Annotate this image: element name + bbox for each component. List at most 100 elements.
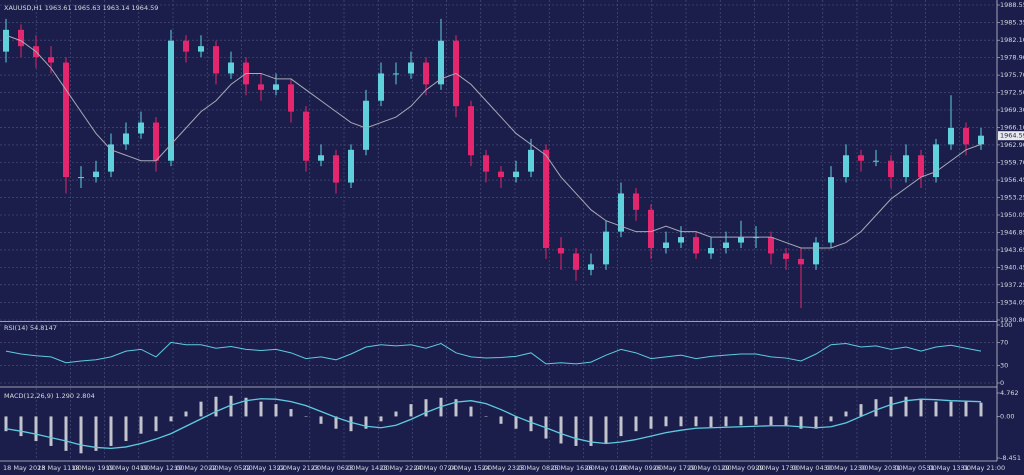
- y-tick-label: 0: [1000, 379, 1004, 387]
- candle-body: [798, 258, 804, 265]
- y-tick-label: 1959.70: [1000, 158, 1024, 166]
- x-tick-label: 19 May 12:00: [140, 464, 185, 472]
- macd-bar: [814, 416, 818, 429]
- panel-title: MACD(12,26,9) 1.290 2.804: [4, 392, 95, 400]
- candle-body: [573, 253, 579, 270]
- candle-body: [918, 155, 924, 178]
- moving-average: [5, 34, 982, 249]
- macd-bar: [919, 399, 923, 417]
- macd-bar: [364, 416, 368, 429]
- candle-body: [813, 242, 819, 265]
- macd-bar: [244, 397, 248, 417]
- candle-body: [513, 171, 519, 178]
- macd-bar: [199, 401, 203, 417]
- candle-body: [978, 135, 984, 145]
- y-tick-label: 1985.35: [1000, 18, 1024, 26]
- y-tick-label: 1975.70: [1000, 71, 1024, 79]
- candle-body: [183, 40, 189, 52]
- macd-bar: [724, 416, 728, 427]
- candle-body: [828, 177, 834, 243]
- macd-bar: [19, 416, 23, 437]
- macd-bar: [679, 416, 683, 427]
- macd-bar: [319, 416, 323, 424]
- signal-line: [5, 398, 982, 450]
- candle-body: [903, 155, 909, 178]
- candle-body: [303, 111, 309, 161]
- macd-bar: [529, 416, 533, 432]
- y-tick-label: 1940.45: [1000, 263, 1024, 271]
- macd-bar: [979, 402, 983, 417]
- candle-body: [783, 253, 789, 259]
- macd-bar: [484, 416, 488, 417]
- x-tick-label: 31 May 05:00: [892, 464, 937, 472]
- macd-bar: [859, 404, 863, 417]
- candle-body: [843, 155, 849, 178]
- candle-body: [333, 155, 339, 183]
- y-tick-label: -8.451: [1000, 454, 1021, 462]
- x-tick-label: 24 May 15:00: [448, 464, 493, 472]
- candle-body: [288, 84, 294, 112]
- candle-body: [63, 62, 69, 178]
- x-tick-label: 30 May 04:00: [790, 464, 835, 472]
- macd-bar: [259, 401, 263, 417]
- macd-bar: [949, 401, 953, 417]
- macd-bar: [79, 416, 83, 454]
- x-tick-label: 22 May 21:00: [277, 464, 322, 472]
- y-tick-label: 70: [1000, 338, 1008, 346]
- macd-bar: [559, 416, 563, 444]
- x-tick-label: 18 May 11:00: [37, 464, 82, 472]
- candle-body: [603, 231, 609, 265]
- indicator-line: [5, 341, 982, 365]
- macd-bar: [934, 401, 938, 417]
- candle-body: [423, 62, 429, 85]
- candle-body: [963, 128, 969, 145]
- candle-body: [618, 193, 624, 232]
- macd-bar: [799, 416, 803, 429]
- macd-bar: [874, 399, 878, 417]
- candle-body: [873, 160, 879, 162]
- candle-body: [138, 122, 144, 134]
- y-tick-label: 1972.50: [1000, 89, 1024, 97]
- candle-body: [633, 193, 639, 210]
- candle-body: [483, 155, 489, 172]
- candle-body: [723, 242, 729, 248]
- candle-body: [48, 57, 54, 63]
- macd-bar: [304, 416, 308, 417]
- x-tick-label: 19 May 04:00: [106, 464, 151, 472]
- macd-bar: [619, 416, 623, 437]
- candle-body: [408, 62, 414, 74]
- x-tick-label: 30 May 20:00: [858, 464, 903, 472]
- macd-bar: [904, 396, 908, 417]
- y-tick-label: 1962.90: [1000, 141, 1024, 149]
- candle-body: [198, 46, 204, 52]
- x-tick-label: 31 May 13:00: [926, 464, 971, 472]
- candle-body: [393, 73, 399, 75]
- x-tick-label: 26 May 09:00: [619, 464, 664, 472]
- x-tick-label: 25 May 16:00: [550, 464, 595, 472]
- macd-bar: [739, 416, 743, 426]
- candle-body: [543, 149, 549, 248]
- candle-body: [153, 122, 159, 161]
- candle-body: [93, 171, 99, 178]
- macd-bar: [469, 406, 473, 417]
- macd-bar: [184, 411, 188, 417]
- y-tick-label: 1978.90: [1000, 54, 1024, 62]
- macd-bar: [784, 416, 788, 427]
- candle-body: [363, 100, 369, 150]
- macd-bar: [154, 416, 158, 432]
- y-tick-label: 1943.65: [1000, 246, 1024, 254]
- x-tick-label: 23 May 06:00: [311, 464, 356, 472]
- y-tick-label: 1953.25: [1000, 194, 1024, 202]
- candle-body: [648, 209, 654, 248]
- macd-bar: [589, 416, 593, 446]
- macd-bar: [124, 416, 128, 442]
- candle-body: [693, 237, 699, 254]
- candle-body: [168, 40, 174, 161]
- candle-body: [18, 29, 24, 47]
- macd-bar: [49, 416, 53, 446]
- x-tick-label: 29 May 01:00: [687, 464, 732, 472]
- x-tick-label: 26 May 17:00: [653, 464, 698, 472]
- x-tick-label: 29 May 17:00: [755, 464, 800, 472]
- x-tick-label: 24 May 07:00: [413, 464, 458, 472]
